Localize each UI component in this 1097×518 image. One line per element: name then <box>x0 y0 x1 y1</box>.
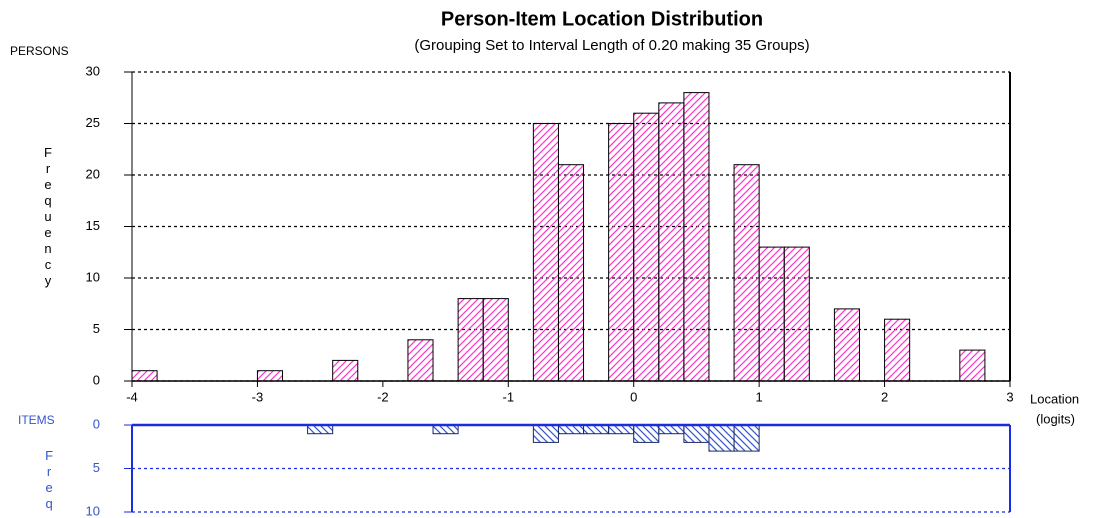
bar <box>532 424 559 443</box>
panel-label: ITEMS <box>18 413 55 427</box>
x-tick-label: -1 <box>503 389 515 404</box>
y-tick-label: 20 <box>86 166 100 181</box>
bar <box>557 164 585 382</box>
bar <box>583 424 610 435</box>
y-tick-label: 5 <box>93 460 100 475</box>
bar <box>332 359 359 382</box>
bar <box>482 298 509 382</box>
x-tick-label: 0 <box>630 389 637 404</box>
bar <box>658 424 685 435</box>
bar <box>959 349 986 382</box>
bar <box>833 308 860 382</box>
bar <box>608 424 635 435</box>
bar <box>633 424 660 443</box>
bar <box>733 424 760 452</box>
y-axis-title: Frequency <box>41 145 56 289</box>
bar <box>432 424 459 435</box>
bar <box>557 424 585 435</box>
x-tick-label: 3 <box>1006 389 1013 404</box>
bar <box>307 424 334 435</box>
x-tick-label: -4 <box>126 389 138 404</box>
bar <box>633 112 660 382</box>
bar <box>658 102 685 382</box>
panel-label: PERSONS <box>10 44 69 58</box>
bar <box>783 246 810 382</box>
y-tick-label: 5 <box>93 321 100 336</box>
bar <box>683 424 710 443</box>
bar <box>407 339 434 382</box>
x-axis-unit: (logits) <box>1036 411 1075 426</box>
chart-subtitle: (Grouping Set to Interval Length of 0.20… <box>414 37 809 54</box>
y-tick-label: 25 <box>86 115 100 130</box>
bar <box>683 92 710 382</box>
bar <box>733 164 760 382</box>
y-tick-label: 10 <box>86 503 100 518</box>
y-tick-label: 0 <box>93 372 100 387</box>
x-tick-label: 2 <box>881 389 888 404</box>
x-tick-label: -3 <box>252 389 264 404</box>
bar <box>884 318 911 382</box>
bar <box>532 123 559 382</box>
bar <box>256 370 284 382</box>
y-tick-label: 15 <box>86 218 100 233</box>
x-tick-label: 1 <box>756 389 763 404</box>
y-axis-title: Freq <box>42 448 57 512</box>
y-tick-label: 0 <box>93 416 100 431</box>
x-axis-title: Location <box>1030 391 1079 406</box>
y-tick-label: 10 <box>86 269 100 284</box>
bar <box>131 370 158 382</box>
bar <box>608 123 635 382</box>
bar <box>758 246 785 382</box>
bar <box>457 298 484 382</box>
chart-title: Person-Item Location Distribution <box>441 8 763 30</box>
y-tick-label: 30 <box>86 63 100 78</box>
x-tick-label: -2 <box>377 389 389 404</box>
bar <box>708 424 735 452</box>
